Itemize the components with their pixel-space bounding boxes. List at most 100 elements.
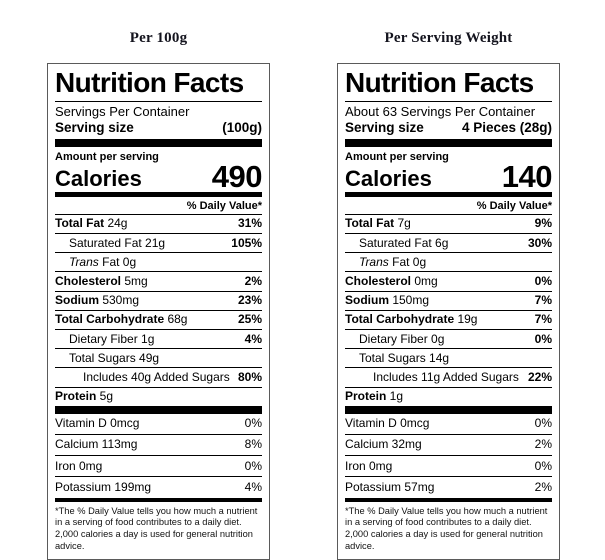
- nutrient-daily-value: 4%: [244, 331, 262, 346]
- nutrient-row: Protein 5g: [55, 388, 262, 406]
- nutrient-name: Trans Fat 0g: [359, 254, 427, 269]
- nutrient-daily-value: 105%: [231, 235, 262, 250]
- nutrition-facts-label: Nutrition Facts About 63 Servings Per Co…: [337, 63, 560, 560]
- label-title: Nutrition Facts: [55, 68, 262, 102]
- serving-size-value: 4 Pieces (28g): [461, 120, 552, 136]
- column-per-100g: Per 100g Nutrition Facts Servings Per Co…: [47, 30, 270, 560]
- nutrient-name: Iron 0mg: [55, 458, 103, 473]
- divider-footnote: [55, 497, 262, 502]
- column-per-serving-weight: Per Serving Weight Nutrition Facts About…: [337, 30, 560, 560]
- nutrient-daily-value: 0%: [244, 458, 262, 473]
- calories-value: 140: [501, 158, 553, 194]
- nutrient-daily-value: 7%: [534, 293, 552, 308]
- nutrient-name: Iron 0mg: [345, 458, 393, 473]
- nutrition-facts-label: Nutrition Facts Servings Per Container S…: [47, 63, 270, 560]
- nutrient-daily-value: 2%: [534, 479, 552, 494]
- vitamin-rows: Vitamin D 0mcg 0% Calcium 113mg 8% Iron 0mg 0…: [55, 414, 262, 498]
- nutrient-daily-value: 8%: [244, 437, 262, 452]
- nutrient-row: Total Carbohydrate 19g 7%: [345, 311, 552, 331]
- nutrient-name: Total Fat 7g: [345, 216, 411, 231]
- nutrient-row: Calcium 113mg 8%: [55, 435, 262, 457]
- daily-value-footnote: *The % Daily Value tells you how much a …: [345, 505, 548, 552]
- nutrient-row: Potassium 199mg 4%: [55, 477, 262, 497]
- nutrient-name: Calcium 32mg: [345, 437, 422, 452]
- serving-size-row: Serving size (100g): [55, 119, 262, 139]
- daily-value-header: % Daily Value*: [345, 197, 552, 215]
- nutrient-name: Vitamin D 0mcg: [55, 416, 140, 431]
- divider-footnote: [345, 497, 552, 502]
- nutrient-daily-value: 30%: [527, 235, 552, 250]
- nutrient-name: Protein 1g: [345, 389, 404, 404]
- nutrient-daily-value: 2%: [244, 273, 262, 288]
- nutrient-name: Saturated Fat 21g: [69, 235, 166, 250]
- amount-per-serving-label: Amount per serving: [55, 151, 159, 164]
- nutrient-daily-value: 9%: [534, 216, 552, 231]
- nutrient-row: Sodium 530mg 23%: [55, 292, 262, 311]
- nutrient-row: Potassium 57mg 2%: [345, 477, 552, 497]
- calories-row: Calories 140: [345, 158, 553, 194]
- divider-thick: [55, 405, 262, 414]
- nutrient-row: Total Carbohydrate 68g 25%: [55, 311, 262, 331]
- nutrient-name: Includes 40g Added Sugars: [83, 369, 230, 384]
- nutrient-daily-value: 0%: [244, 416, 262, 431]
- nutrient-daily-value: 25%: [237, 312, 262, 327]
- nutrient-daily-value: 31%: [237, 216, 262, 231]
- amount-per-serving-label: Amount per serving: [345, 151, 449, 164]
- divider-medium: [55, 191, 262, 197]
- nutrient-row: Iron 0mg 0%: [55, 456, 262, 478]
- nutrient-daily-value: 0%: [534, 331, 552, 346]
- nutrient-row: Total Sugars 49g: [55, 349, 262, 369]
- nutrient-row: Total Sugars 14g: [345, 349, 552, 369]
- serving-size-value: (100g): [222, 120, 262, 136]
- servings-per-container: Servings Per Container: [55, 103, 190, 119]
- serving-size-row: Serving size 4 Pieces (28g): [345, 119, 552, 139]
- nutrient-name: Potassium 57mg: [345, 479, 435, 494]
- nutrient-name: Sodium 530mg: [55, 293, 140, 308]
- vitamin-rows: Vitamin D 0mcg 0% Calcium 32mg 2% Iron 0mg 0%…: [345, 414, 552, 498]
- nutrient-name: Trans Fat 0g: [69, 254, 137, 269]
- nutrient-row: Includes 40g Added Sugars 80%: [55, 368, 262, 388]
- column-heading: Per Serving Weight: [384, 30, 513, 46]
- nutrient-row: Vitamin D 0mcg 0%: [55, 414, 262, 435]
- nutrient-name: Protein 5g: [55, 389, 114, 404]
- nutrient-name: Sodium 150mg: [345, 293, 430, 308]
- nutrient-daily-value: 2%: [534, 437, 552, 452]
- calories-value: 490: [211, 158, 263, 194]
- calories-label: Calories: [345, 165, 432, 191]
- nutrient-daily-value: 80%: [237, 369, 262, 384]
- nutrient-rows: Total Fat 7g 9% Saturated Fat 6g 30% Trans F…: [345, 215, 552, 406]
- nutrient-name: Total Sugars 14g: [359, 350, 450, 365]
- nutrient-rows: Total Fat 24g 31% Saturated Fat 21g 105% Tra…: [55, 215, 262, 406]
- nutrient-name: Calcium 113mg: [55, 437, 138, 452]
- nutrient-name: Includes 11g Added Sugars: [373, 369, 519, 384]
- servings-per-container: About 63 Servings Per Container: [345, 103, 536, 119]
- nutrient-daily-value: 0%: [534, 273, 552, 288]
- nutrient-daily-value: 0%: [534, 458, 552, 473]
- nutrient-row: Vitamin D 0mcg 0%: [345, 414, 552, 435]
- nutrient-name: Vitamin D 0mcg: [345, 416, 430, 431]
- nutrient-row: Saturated Fat 21g 105%: [55, 234, 262, 254]
- nutrient-name: Saturated Fat 6g: [359, 235, 449, 250]
- nutrient-daily-value: 0%: [534, 416, 552, 431]
- label-title: Nutrition Facts: [345, 68, 552, 102]
- nutrient-row: Cholesterol 0mg 0%: [345, 272, 552, 292]
- nutrient-row: Includes 11g Added Sugars 22%: [345, 368, 552, 388]
- nutrient-name: Dietary Fiber 1g: [69, 331, 155, 346]
- nutrient-name: Total Carbohydrate 19g: [345, 312, 478, 327]
- nutrient-name: Cholesterol 0mg: [345, 273, 438, 288]
- divider-thick: [55, 139, 262, 148]
- nutrient-daily-value: 23%: [237, 293, 262, 308]
- nutrient-name: Total Sugars 49g: [69, 350, 160, 365]
- serving-size-label: Serving size: [55, 120, 134, 136]
- nutrient-row: Protein 1g: [345, 388, 552, 406]
- divider-thick: [345, 405, 552, 414]
- nutrient-name: Cholesterol 5mg: [55, 273, 148, 288]
- nutrient-row: Total Fat 24g 31%: [55, 215, 262, 235]
- column-heading: Per 100g: [129, 30, 188, 46]
- calories-label: Calories: [55, 165, 142, 191]
- nutrient-row: Calcium 32mg 2%: [345, 435, 552, 457]
- nutrient-row: Trans Fat 0g: [345, 253, 552, 273]
- nutrient-row: Saturated Fat 6g 30%: [345, 234, 552, 254]
- divider-medium: [345, 191, 552, 197]
